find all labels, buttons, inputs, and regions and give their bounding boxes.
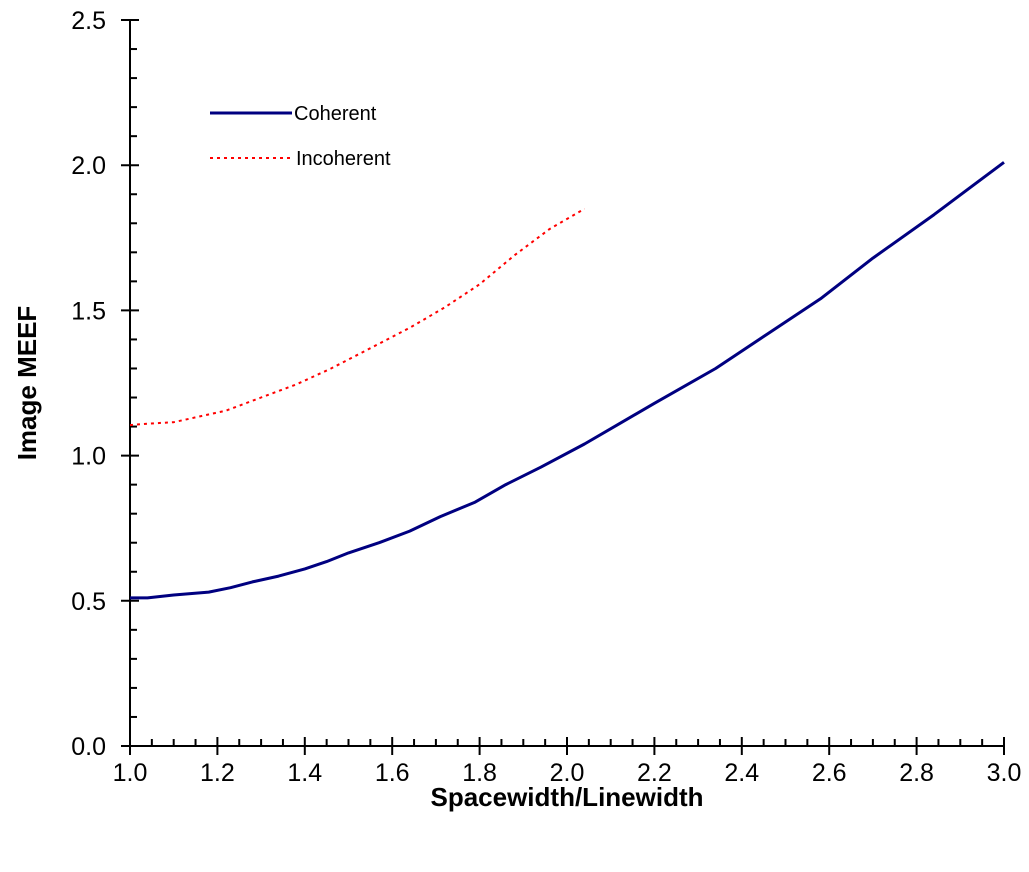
y-tick-labels: 0.0 0.5 1.0 1.5 2.0 2.5: [71, 7, 106, 761]
y-tick-label: 2.5: [71, 7, 106, 35]
series-lines: [129, 161, 1005, 600]
y-tick-label: 1.0: [71, 443, 106, 471]
y-tick-label: 1.5: [71, 297, 106, 325]
x-tick-label: 2.6: [812, 759, 847, 787]
y-tick-label: 2.0: [71, 152, 106, 180]
x-tick-label: 1.0: [113, 759, 148, 787]
series-line-coherent: [130, 161, 1005, 600]
axes: [129, 20, 1004, 747]
x-axis-title: Spacewidth/Linewidth: [430, 782, 703, 812]
series-line-incoherent: [129, 207, 586, 427]
x-tick-labels: 1.0 1.2 1.4 1.6 1.8 2.0 2.2 2.4 2.6 2.8 3.0: [113, 759, 1022, 787]
x-tick-label: 1.2: [200, 759, 235, 787]
y-tick-label: 0.0: [71, 733, 106, 761]
x-tick-label: 1.4: [287, 759, 322, 787]
y-tick-label: 0.5: [71, 588, 106, 616]
x-tick-label: 1.6: [375, 759, 410, 787]
x-tick-label: 2.0: [550, 759, 585, 787]
x-tick-label: 1.8: [462, 759, 497, 787]
legend-label-incoherent: Incoherent: [296, 148, 391, 170]
y-axis-title: Image MEEF: [12, 306, 42, 461]
legend: Coherent Incoherent: [210, 103, 391, 170]
x-tick-label: 2.8: [899, 759, 934, 787]
legend-label-coherent: Coherent: [294, 103, 377, 125]
x-tick-label: 3.0: [987, 759, 1022, 787]
tick-marks: [121, 19, 1005, 755]
x-tick-label: 2.2: [637, 759, 672, 787]
x-tick-label: 2.4: [724, 759, 759, 787]
